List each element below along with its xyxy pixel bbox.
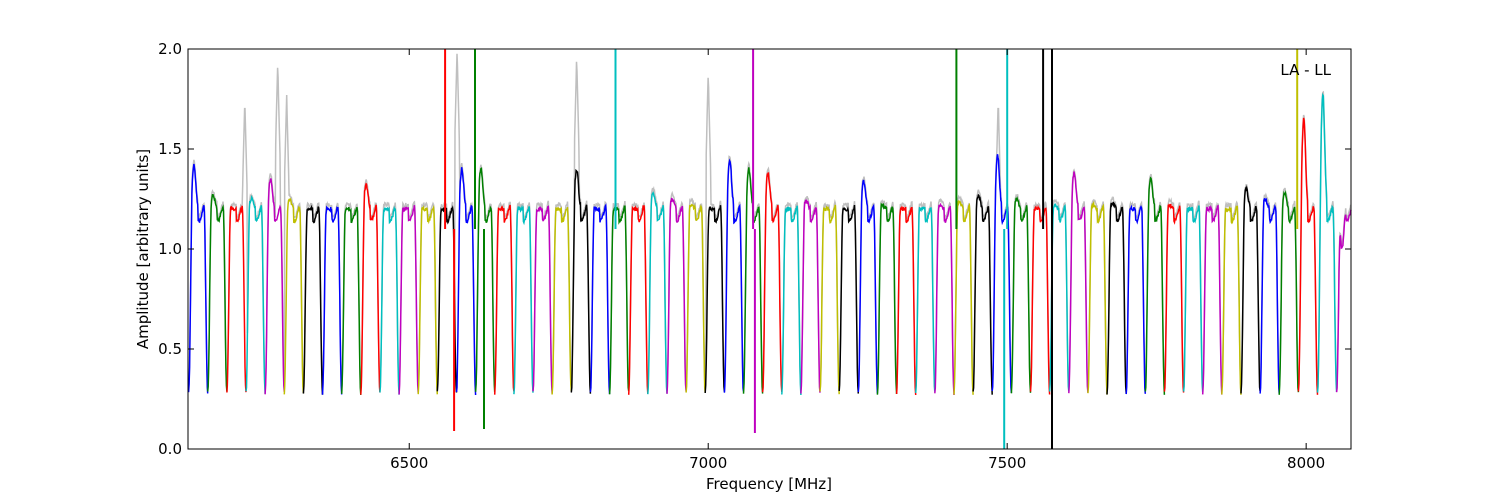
spectrum-traces <box>187 53 1352 396</box>
channel-trace <box>1087 200 1108 395</box>
channel-trace <box>1221 205 1242 395</box>
channel-trace <box>647 191 668 395</box>
channel-trace <box>1163 203 1185 393</box>
channel-trace <box>1182 205 1204 393</box>
channel-trace <box>340 206 362 395</box>
y-axis-ticks: 0.0 0.5 1.0 1.5 2.0 <box>158 40 1351 458</box>
y-axis-label: Amplitude [arbitrary units] <box>134 149 152 349</box>
channel-trace <box>627 204 649 395</box>
channel-trace <box>1297 117 1319 395</box>
channel-trace <box>513 204 534 395</box>
channel-trace <box>1278 190 1300 395</box>
spike-marks <box>444 49 1299 449</box>
annotation-label: LA - LL <box>1280 61 1331 79</box>
x-tick-label: 8000 <box>1287 454 1325 472</box>
channel-trace <box>1201 204 1223 395</box>
channel-trace <box>1316 92 1338 393</box>
channel-trace <box>838 204 860 394</box>
x-axis-label: Frequency [MHz] <box>706 475 832 493</box>
channel-trace <box>474 167 496 393</box>
channel-trace <box>685 203 706 393</box>
channel-trace <box>264 178 286 395</box>
channel-trace <box>455 167 477 396</box>
channel-trace <box>245 194 266 394</box>
y-tick-label: 1.0 <box>158 240 182 258</box>
x-axis-ticks: 6500 7000 7500 8000 <box>390 49 1325 472</box>
channel-trace <box>819 204 840 395</box>
channel-trace <box>283 197 305 395</box>
channel-trace <box>608 205 630 395</box>
channel-trace <box>302 204 324 395</box>
x-tick-label: 7500 <box>988 454 1026 472</box>
channel-trace <box>914 206 936 393</box>
channel-trace <box>398 205 419 395</box>
y-tick-label: 2.0 <box>158 40 182 58</box>
channel-trace <box>1010 196 1032 394</box>
channel-trace <box>895 205 917 396</box>
channel-trace <box>1029 204 1051 395</box>
channel-trace <box>934 202 955 396</box>
channel-trace <box>532 205 553 394</box>
channel-trace <box>1240 184 1261 394</box>
channel-trace <box>666 197 687 394</box>
channel-trace <box>1335 209 1352 393</box>
channel-trace <box>551 206 573 395</box>
channel-trace <box>857 179 879 394</box>
channel-trace <box>321 205 343 395</box>
channel-trace <box>800 199 821 394</box>
channel-trace <box>704 205 726 394</box>
channel-trace <box>187 163 209 394</box>
channel-trace <box>876 202 898 395</box>
channel-trace <box>436 205 458 393</box>
y-tick-label: 0.5 <box>158 340 182 358</box>
channel-trace <box>417 204 439 395</box>
channel-trace <box>360 182 381 395</box>
channel-trace <box>226 205 247 393</box>
channel-trace <box>972 193 993 395</box>
channel-trace <box>493 204 515 395</box>
channel-trace <box>589 203 611 395</box>
channel-trace <box>206 194 228 392</box>
channel-trace <box>1106 201 1127 395</box>
channel-trace <box>761 172 783 393</box>
x-tick-label: 6500 <box>390 454 428 472</box>
channel-trace <box>1144 176 1166 395</box>
channel-trace <box>1259 197 1280 394</box>
channel-trace <box>570 168 592 394</box>
channel-trace <box>1068 171 1089 394</box>
channel-trace <box>723 158 745 393</box>
channel-trace <box>1125 204 1147 395</box>
y-tick-label: 1.5 <box>158 140 182 158</box>
x-tick-label: 7000 <box>689 454 727 472</box>
y-tick-label: 0.0 <box>158 440 182 458</box>
channel-trace <box>379 205 400 395</box>
plot-background <box>188 49 1351 449</box>
channel-trace <box>781 205 802 396</box>
